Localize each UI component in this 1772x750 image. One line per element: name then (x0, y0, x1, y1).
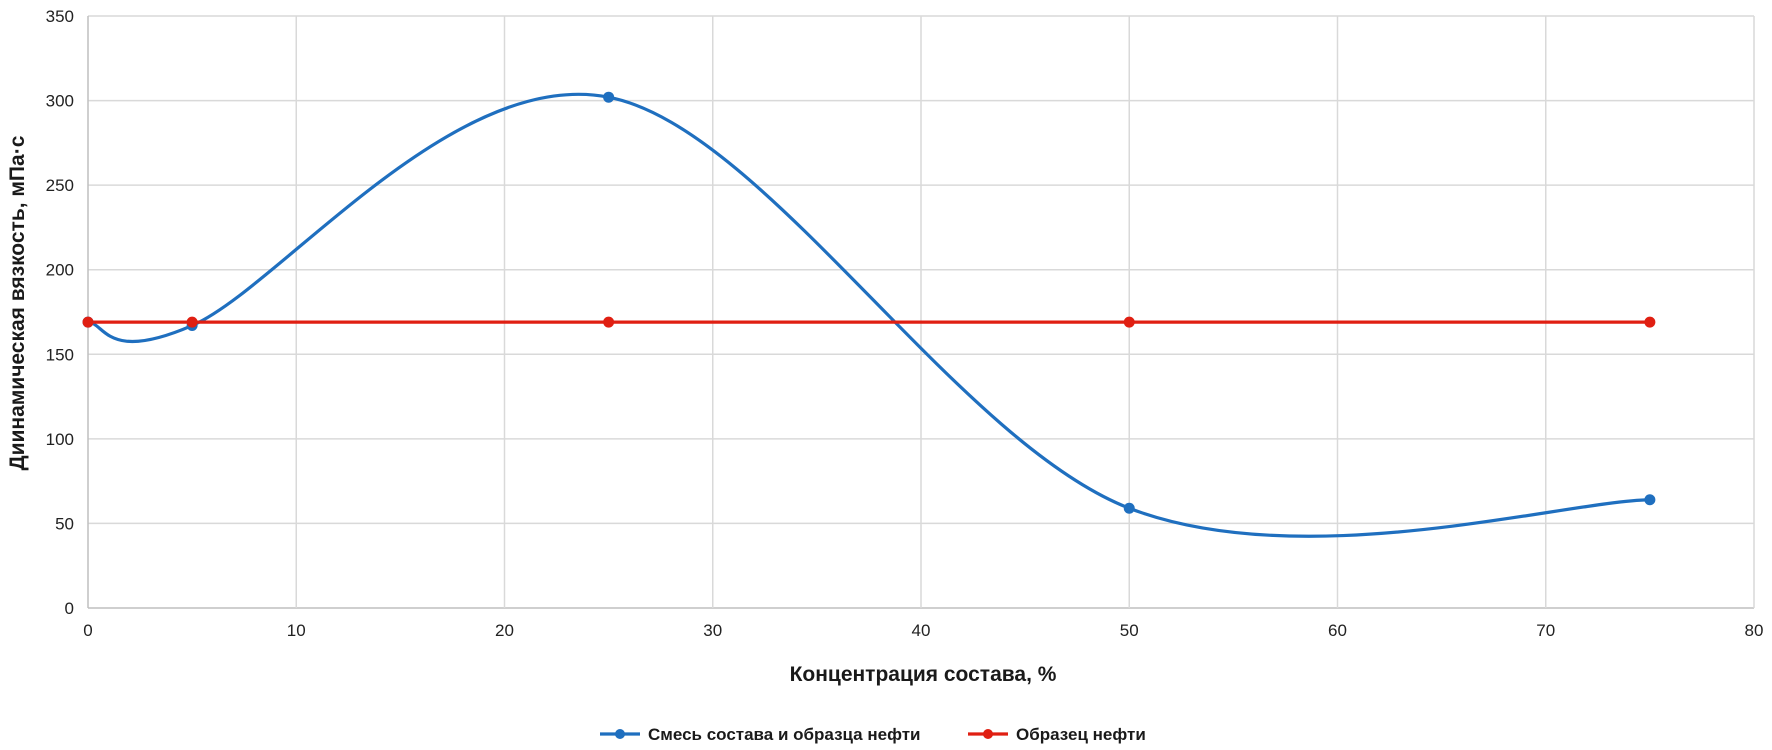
data-point-series-1 (603, 91, 615, 103)
x-tick-label: 40 (912, 621, 931, 640)
data-point-series-2 (186, 316, 198, 328)
y-tick-label: 0 (65, 599, 74, 618)
x-axis-title: Концентрация состава, % (790, 663, 1057, 686)
data-point-series-2 (1123, 316, 1135, 328)
y-tick-label: 100 (46, 430, 74, 449)
legend-marker-series-1 (615, 729, 625, 739)
x-tick-label: 80 (1745, 621, 1764, 640)
y-tick-label: 250 (46, 176, 74, 195)
x-tick-label: 60 (1328, 621, 1347, 640)
y-tick-labels: 0 50 100 150 200 250 300 350 (46, 7, 74, 618)
y-tick-label: 300 (46, 92, 74, 111)
y-axis-title: Диинамическая вязкость, мПа·с (6, 135, 29, 470)
y-tick-label: 200 (46, 261, 74, 280)
x-tick-label: 10 (287, 621, 306, 640)
x-tick-labels: 0 10 20 30 40 50 60 70 80 (83, 621, 1763, 640)
legend-label-series-2: Образец нефти (1016, 725, 1146, 744)
x-tick-label: 0 (83, 621, 92, 640)
data-point-series-1 (1123, 502, 1135, 514)
series-line-1 (86, 92, 1652, 538)
x-tick-label: 50 (1120, 621, 1139, 640)
series-points (82, 91, 1656, 514)
y-tick-label: 50 (55, 514, 74, 533)
data-point-series-2 (82, 316, 94, 328)
data-point-series-2 (603, 316, 615, 328)
y-tick-label: 350 (46, 7, 74, 26)
data-point-series-1 (1644, 494, 1656, 506)
series-lines (86, 92, 1652, 538)
legend-marker-series-2 (983, 729, 993, 739)
x-tick-label: 70 (1536, 621, 1555, 640)
legend-label-series-1: Смесь состава и образца нефти (648, 725, 921, 744)
x-tick-label: 30 (703, 621, 722, 640)
x-tick-label: 20 (495, 621, 514, 640)
legend: Смесь состава и образца нефти Образец неф… (600, 725, 1146, 744)
data-point-series-2 (1644, 316, 1656, 328)
y-tick-label: 150 (46, 345, 74, 364)
